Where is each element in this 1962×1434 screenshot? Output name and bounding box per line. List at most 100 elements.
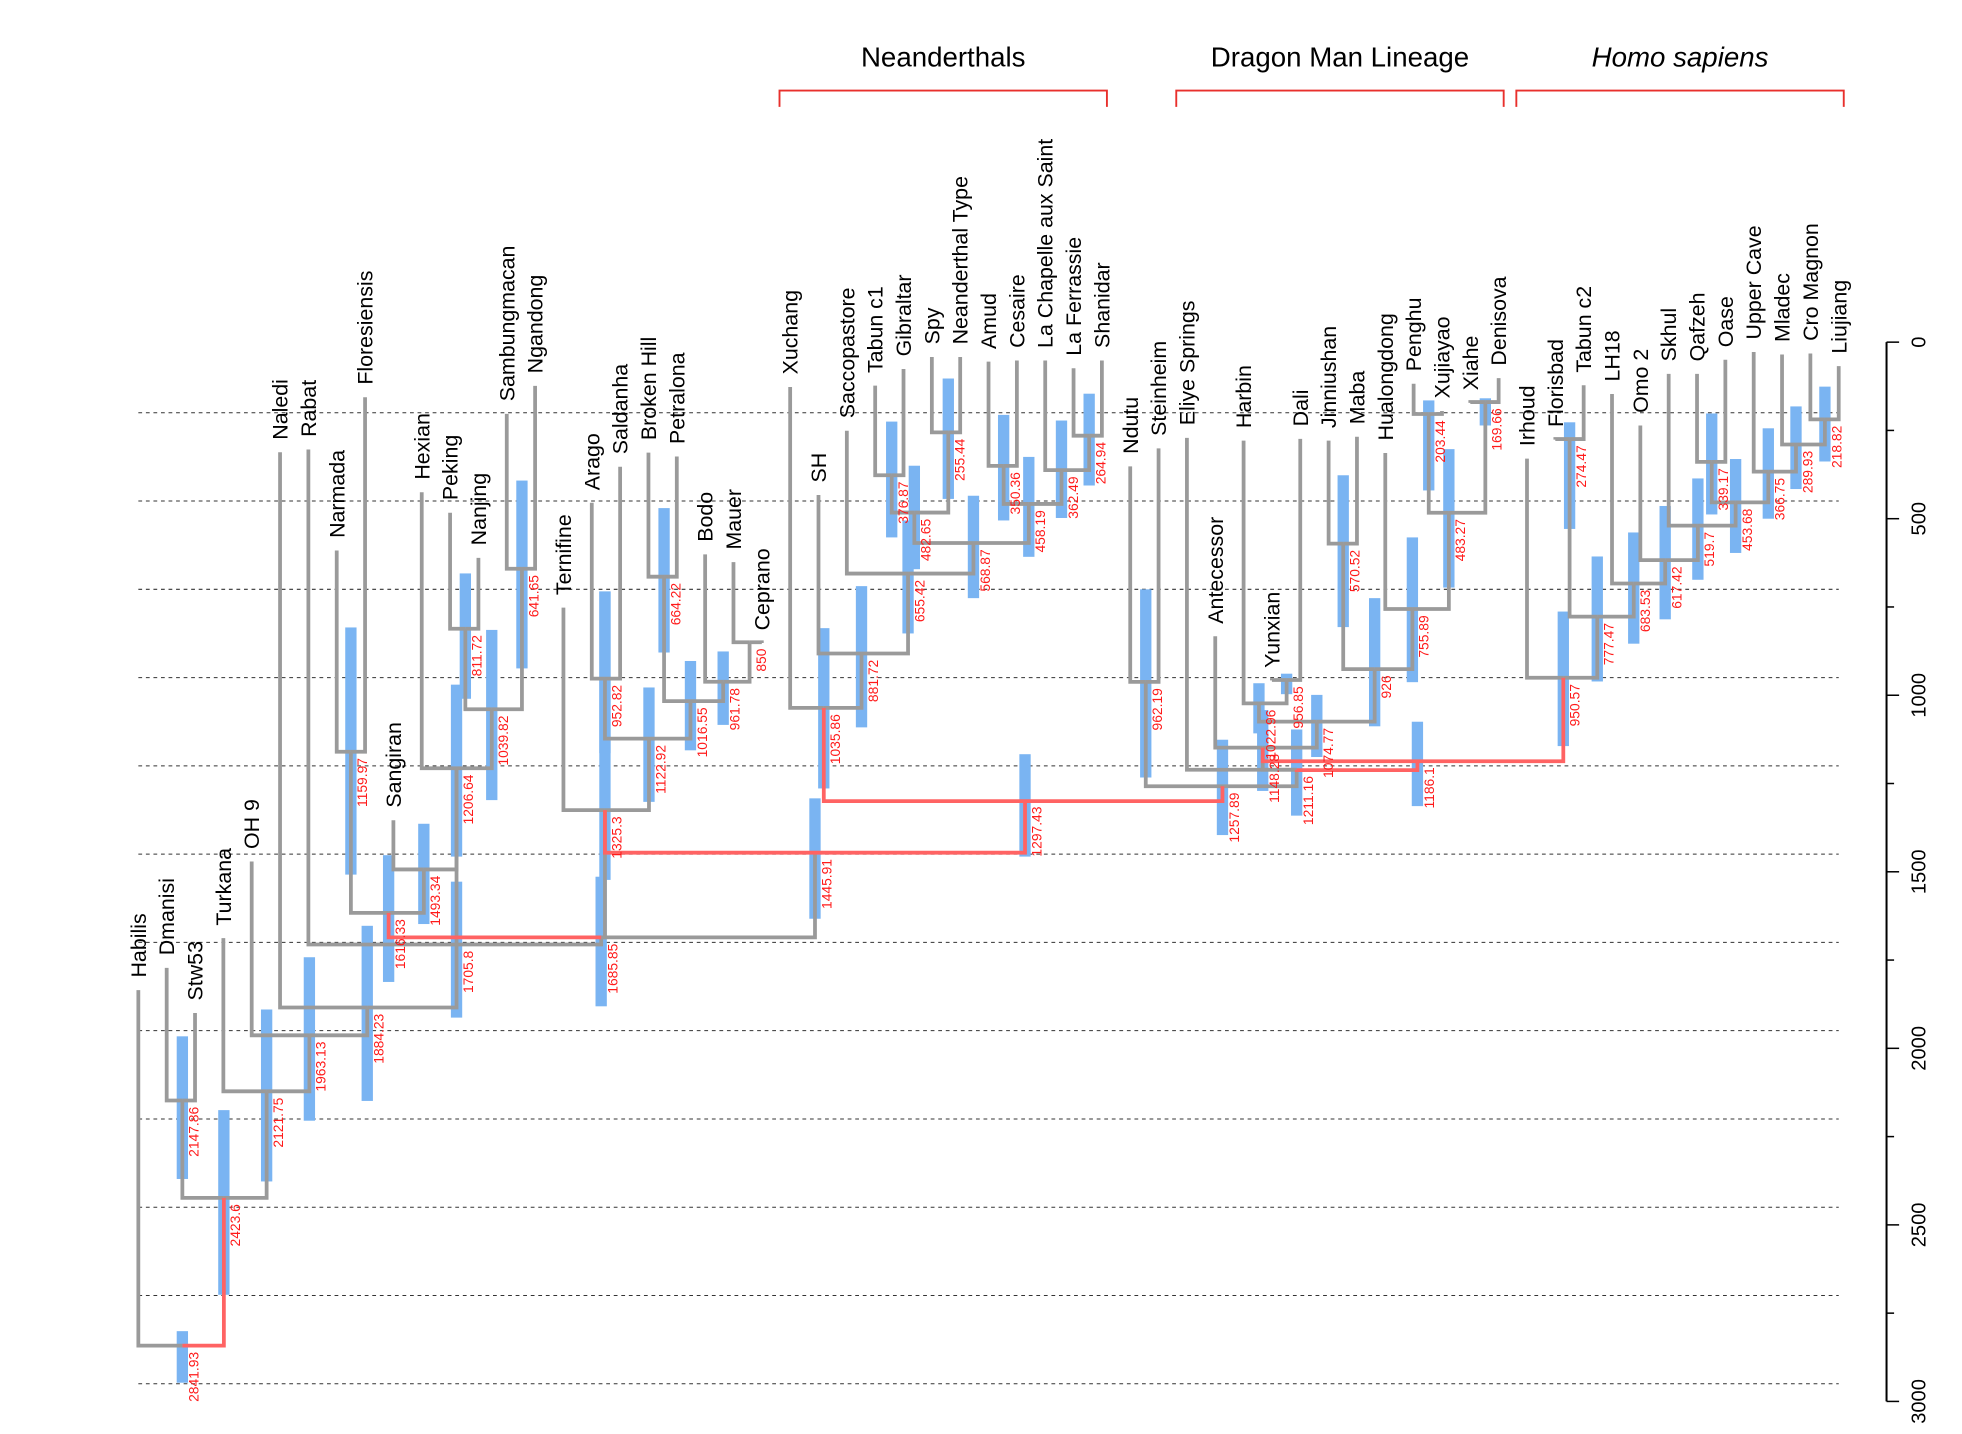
branch (1411, 383, 1429, 416)
node-age-label: 274.47 (1573, 445, 1589, 487)
node-age-label: 1325.3 (608, 816, 624, 859)
node-age-label: 1257.89 (1226, 792, 1242, 842)
tip-label-ngandong: Ngandong (524, 275, 548, 374)
branch (1795, 419, 1827, 447)
tip-label-petralona: Petralona (665, 352, 689, 444)
branch (1286, 438, 1303, 682)
branch (521, 385, 537, 571)
branch (889, 475, 915, 515)
branch (1633, 560, 1668, 586)
tip-label-la-ferrassie: La Ferrassie (1062, 237, 1086, 356)
branch (388, 869, 426, 915)
branch (1262, 721, 1319, 750)
branch (1341, 543, 1375, 671)
axis-tick-label: 0 (1909, 337, 1931, 348)
branch (504, 413, 522, 571)
tip-label-omo-2: Omo 2 (1629, 349, 1653, 413)
node-age-label: 664.22 (667, 583, 683, 625)
tip-label-floresiensis: Floresiensis (354, 271, 378, 385)
node-age-label: 339.17 (1715, 468, 1731, 510)
node-age-label: 458.19 (1032, 510, 1048, 553)
node-age-label: 1211.16 (1300, 776, 1316, 825)
tip-label-rabat: Rabat (297, 380, 321, 437)
node-age-label: 2147.86 (186, 1107, 202, 1157)
tip-label-tabun-c1: Tabun c1 (864, 286, 888, 373)
branch (1697, 502, 1738, 528)
node-age-label: 956.85 (1290, 686, 1306, 729)
node-age-label: 1016.55 (694, 707, 710, 757)
tip-label-xiahe: Xiahe (1459, 336, 1483, 391)
branch (1043, 360, 1062, 473)
node-age-label: 350.36 (1007, 472, 1023, 515)
branch (491, 568, 524, 712)
branch (703, 554, 724, 684)
branch (1597, 583, 1636, 619)
node-age-label: 1493.34 (427, 875, 443, 925)
clade-label-neanderthals: Neanderthals (861, 42, 1026, 73)
node-age-label: 2841.93 (186, 1352, 202, 1402)
tip-label-dali: Dali (1289, 389, 1313, 426)
branch (1374, 609, 1415, 671)
branch (1666, 373, 1698, 528)
branch (456, 937, 604, 947)
node-age-label: 1039.82 (495, 716, 511, 766)
node-age-label: 1035.86 (827, 714, 843, 764)
tip-label-antecessor: Antecessor (1204, 517, 1228, 624)
branch (908, 543, 976, 576)
branch (1128, 466, 1146, 684)
branch (731, 562, 750, 645)
branch (1448, 402, 1488, 515)
branch (1780, 354, 1796, 447)
branch (349, 751, 389, 915)
node-age-label: 777.47 (1601, 623, 1617, 665)
branch (1326, 440, 1344, 546)
tip-label-dmanisi: Dmanisi (155, 878, 179, 955)
tip-label-sambungmacan: Sambungmacan (495, 246, 519, 402)
branch (1412, 512, 1451, 611)
node-age-label: 755.89 (1416, 615, 1432, 658)
branch (1665, 525, 1700, 563)
branch (306, 449, 457, 947)
tip-label-broken-hill: Broken Hill (637, 337, 661, 440)
tip-label-hualongdong: Hualongdong (1374, 313, 1398, 440)
branch (891, 368, 906, 478)
tip-label-harbin: Harbin (1232, 365, 1256, 428)
branch (873, 385, 892, 478)
branch (463, 628, 492, 712)
branch (221, 938, 267, 1094)
branch (1525, 458, 1564, 680)
branch (973, 503, 1031, 545)
tip-label-cro-magnon: Cro Magnon (1799, 223, 1823, 341)
node-age-label: 961.78 (727, 688, 743, 731)
tip-label-hexian: Hexian (410, 413, 434, 480)
branch (136, 990, 183, 1348)
highlighted-branch (386, 912, 602, 940)
branch (1808, 353, 1825, 422)
branch (601, 852, 817, 940)
branch (1145, 448, 1161, 684)
axis-tick-label: 2000 (1909, 1026, 1931, 1071)
branch (1735, 471, 1771, 505)
tip-label-denisova: Denisova (1487, 276, 1511, 365)
tip-label-ndutu: Ndutu (1119, 397, 1143, 454)
clade-label-dragon-man-lineage: Dragon Man Lineage (1211, 42, 1469, 73)
branch (1638, 425, 1666, 563)
tip-label-maba: Maba (1345, 371, 1369, 425)
branch (1316, 669, 1377, 724)
tip-label-irhoud: Irhoud (1516, 385, 1540, 446)
highlighted-branch (182, 1197, 226, 1348)
tip-label-xuchang: Xuchang (779, 290, 803, 374)
branch (723, 642, 752, 684)
tip-label-tabun-c2: Tabun c2 (1572, 286, 1596, 373)
tip-label-ceprano: Ceprano (750, 548, 774, 630)
tip-label-xujiayao: Xujiayao (1431, 316, 1455, 398)
tip-label-neanderthal-type: Neanderthal Type (949, 176, 973, 344)
tip-label-gibraltar: Gibraltar (892, 274, 916, 356)
tip-label-qafzeh: Qafzeh (1686, 292, 1710, 361)
node-age-label: 568.87 (977, 549, 993, 591)
branch (1061, 435, 1092, 473)
branch (1567, 439, 1598, 619)
branch (367, 944, 459, 1010)
highlighted-branch (1294, 760, 1420, 772)
node-age-label: 1122.92 (652, 745, 668, 794)
